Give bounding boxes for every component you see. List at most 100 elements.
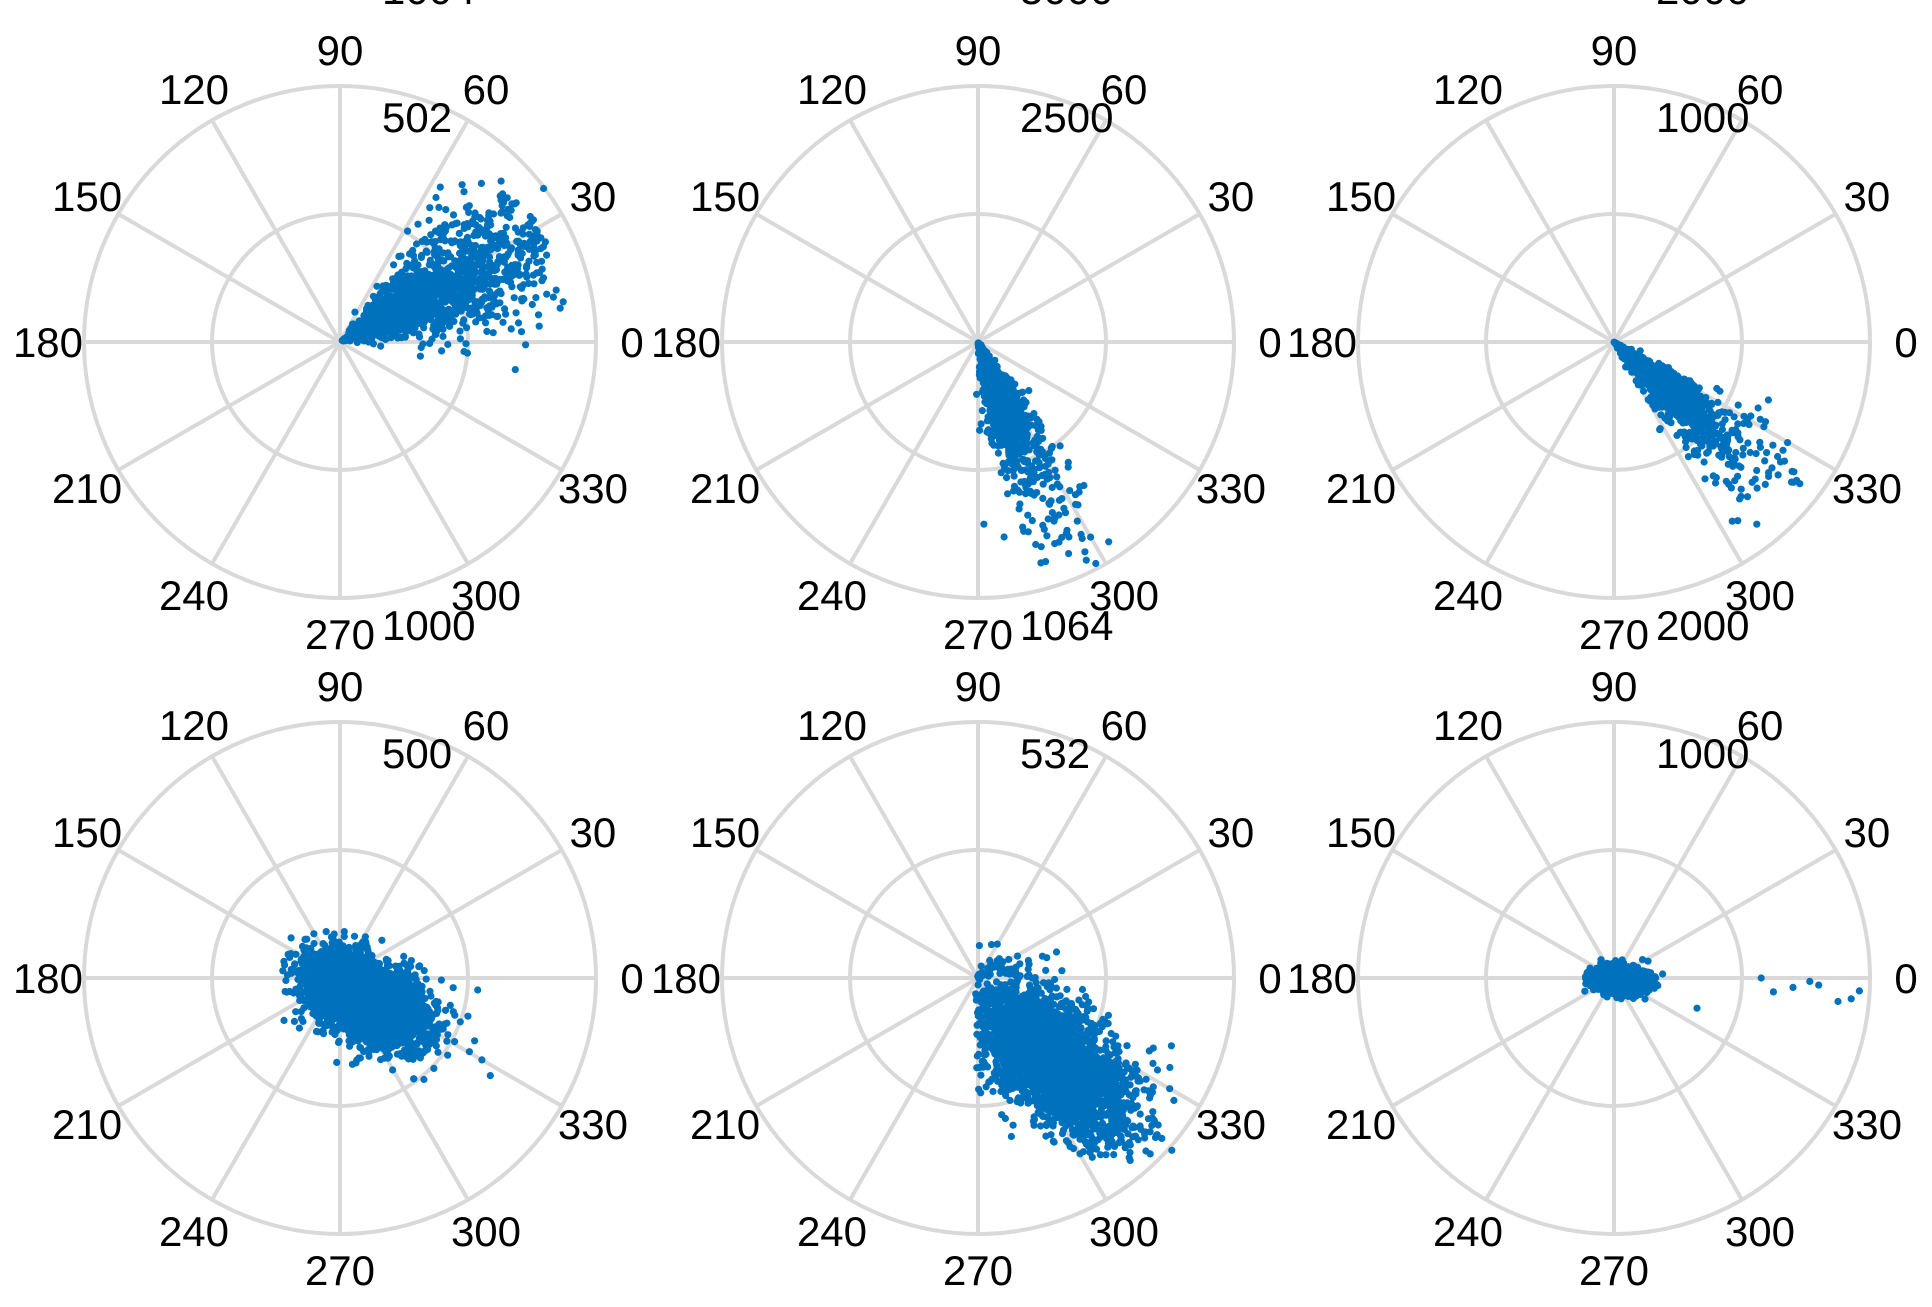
data-point: [1037, 559, 1045, 567]
data-point: [514, 238, 522, 246]
data-point: [1687, 433, 1695, 441]
data-point: [486, 217, 494, 225]
data-point: [1764, 396, 1772, 404]
data-point: [517, 328, 526, 336]
data-point: [415, 333, 424, 341]
data-point: [1768, 464, 1776, 472]
data-point: [978, 407, 986, 415]
data-point: [497, 290, 505, 298]
data-point: [1673, 394, 1682, 402]
data-point: [490, 291, 498, 299]
data-point: [471, 209, 479, 217]
data-point: [1718, 425, 1726, 434]
data-point: [419, 340, 427, 348]
data-point: [1044, 515, 1052, 523]
data-point: [1732, 426, 1740, 434]
r-tick-label: 2000: [1656, 0, 1749, 13]
data-point: [1779, 446, 1787, 454]
data-point: [478, 269, 486, 277]
data-point: [453, 258, 461, 266]
data-point: [497, 177, 505, 185]
data-point: [390, 261, 398, 269]
theta-tick-label: 120: [1433, 66, 1503, 113]
data-point: [488, 274, 496, 283]
data-point: [1676, 428, 1684, 436]
data-point: [1709, 411, 1717, 419]
data-point: [1036, 434, 1044, 442]
data-point: [442, 267, 450, 275]
data-point: [485, 230, 493, 238]
data-point: [480, 295, 489, 303]
data-point: [1796, 480, 1804, 488]
data-point: [404, 306, 412, 314]
data-point: [449, 211, 458, 219]
data-point: [439, 282, 447, 290]
data-point: [507, 246, 515, 254]
data-point: [1761, 418, 1770, 426]
data-point: [992, 368, 1000, 376]
data-point: [479, 283, 487, 291]
data-point: [1753, 466, 1761, 475]
data-point: [409, 289, 418, 297]
data-point: [505, 275, 513, 283]
data-point: [1087, 533, 1095, 541]
data-point: [364, 301, 372, 309]
data-point: [519, 224, 527, 232]
data-point: [494, 312, 502, 320]
data-point: [1047, 497, 1055, 505]
data-point: [1694, 451, 1702, 459]
data-point: [425, 216, 433, 224]
data-point: [499, 190, 507, 198]
data-point: [468, 242, 476, 250]
data-point: [430, 326, 438, 334]
data-point: [1649, 367, 1657, 375]
data-point: [1753, 520, 1761, 528]
data-point: [1073, 517, 1081, 525]
data-point: [1004, 467, 1012, 475]
theta-tick-label: 330: [558, 465, 628, 512]
data-point: [1015, 446, 1023, 454]
data-point: [497, 230, 505, 238]
data-point: [1761, 480, 1769, 488]
data-point: [414, 220, 422, 228]
data-point: [516, 271, 524, 279]
data-point: [504, 263, 512, 271]
data-point: [348, 332, 356, 340]
data-point: [1684, 393, 1692, 401]
data-point: [432, 193, 440, 202]
data-point: [428, 335, 436, 343]
data-point: [1658, 362, 1666, 370]
data-point: [1725, 446, 1733, 454]
data-point: [531, 226, 540, 234]
data-point: [353, 338, 361, 347]
r-tick-label: 1000: [1656, 94, 1749, 141]
data-point: [469, 249, 477, 257]
data-point: [436, 183, 444, 191]
data-point: [456, 335, 464, 343]
data-point: [1016, 430, 1024, 438]
data-point: [1078, 534, 1086, 543]
data-point: [477, 228, 485, 236]
data-point: [1005, 451, 1013, 459]
data-point: [1043, 532, 1051, 540]
data-point: [1053, 480, 1061, 488]
data-point: [516, 283, 524, 291]
data-point: [379, 282, 387, 290]
data-point: [448, 221, 456, 229]
data-point: [373, 282, 381, 290]
data-point: [407, 313, 415, 321]
data-point: [507, 325, 515, 333]
data-point: [1055, 496, 1063, 504]
data-point: [1656, 425, 1664, 433]
data-point: [464, 290, 472, 298]
data-point: [983, 417, 992, 425]
data-point: [398, 316, 406, 324]
data-point: [412, 271, 420, 279]
data-point: [1668, 383, 1676, 391]
data-point: [1071, 491, 1080, 499]
theta-tick-label: 30: [570, 173, 617, 220]
data-point: [440, 236, 448, 244]
data-point: [367, 323, 375, 331]
data-point: [398, 309, 407, 318]
data-point: [1625, 355, 1633, 363]
